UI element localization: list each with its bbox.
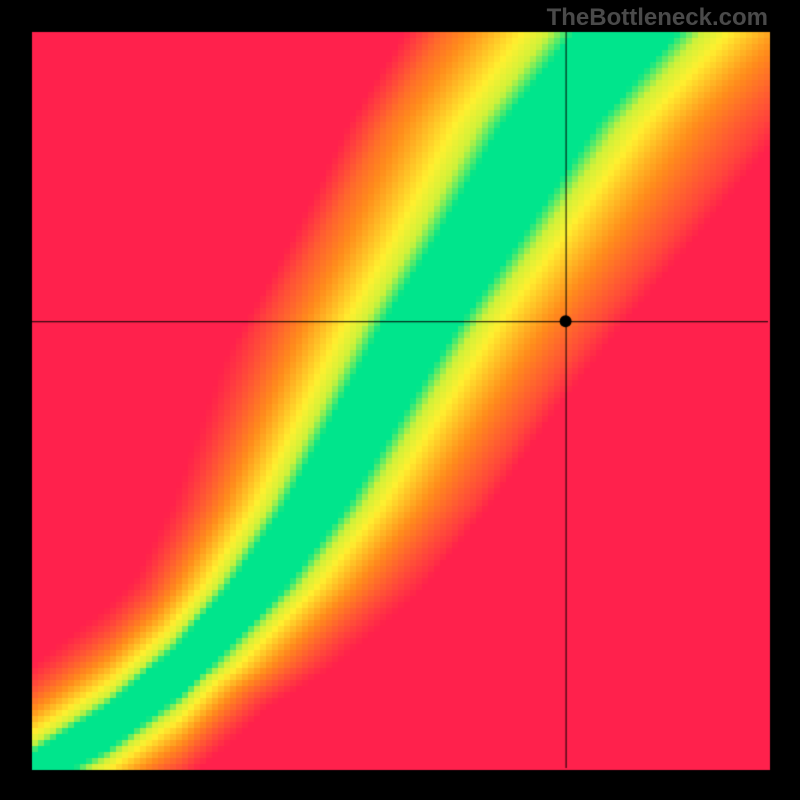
watermark-text: TheBottleneck.com — [547, 4, 768, 32]
bottleneck-heatmap — [0, 0, 800, 800]
